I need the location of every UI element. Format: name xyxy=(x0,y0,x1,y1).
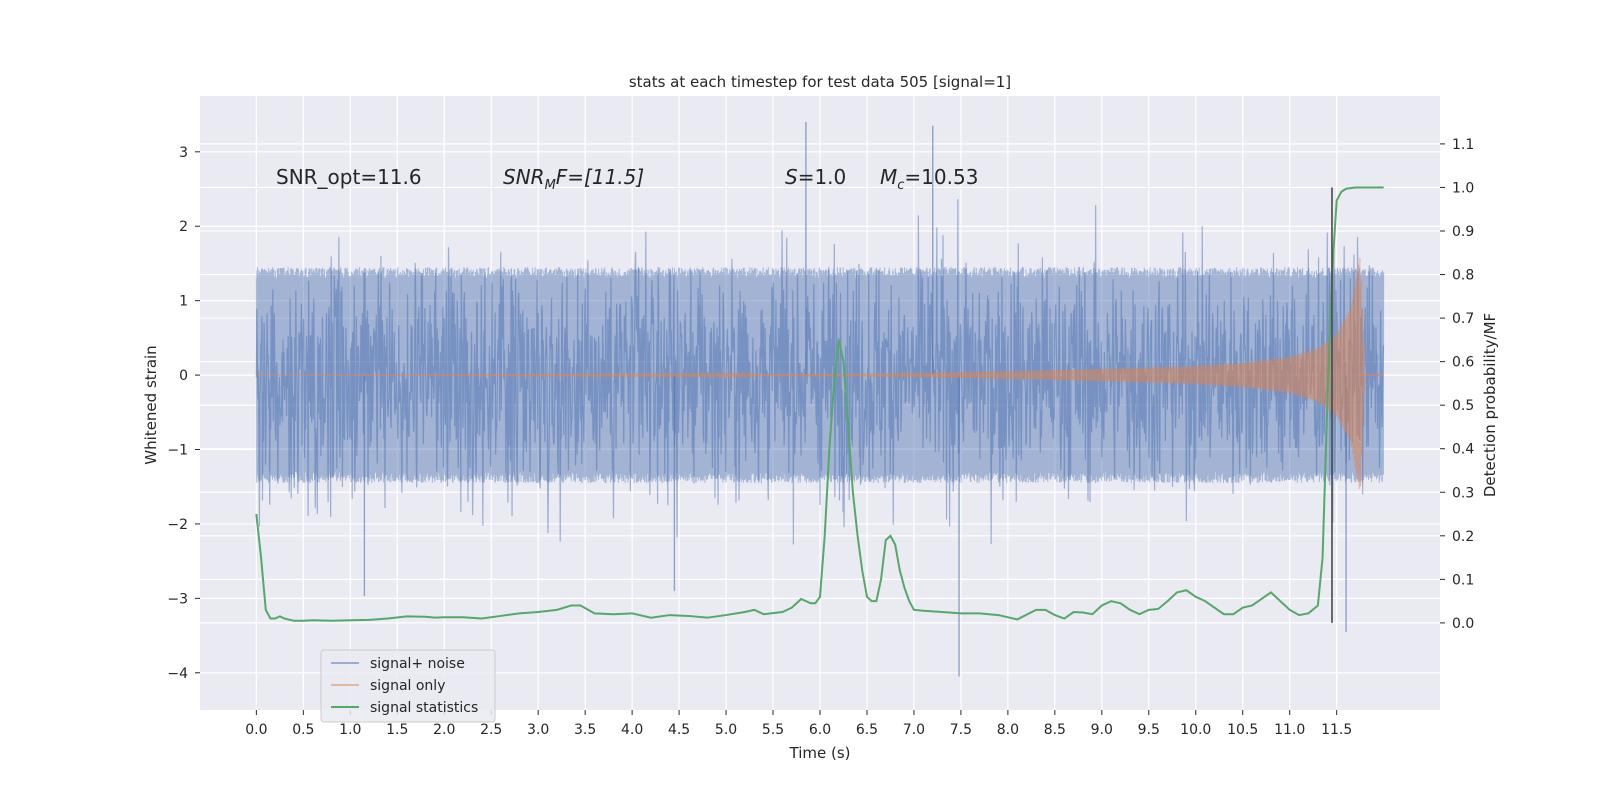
x-tick-label: 3.0 xyxy=(527,722,549,738)
legend-label-signal-noise: signal+ noise xyxy=(370,656,465,672)
x-tick-label: 0.5 xyxy=(292,722,314,738)
y-left-tick-label: −2 xyxy=(167,517,188,533)
y-right-tick-label: 0.2 xyxy=(1452,529,1474,545)
y-left-tick-label: −1 xyxy=(167,443,188,459)
x-tick-label: 11.0 xyxy=(1274,722,1305,738)
y-left-tick-label: −4 xyxy=(167,666,188,682)
legend-frame xyxy=(320,649,496,723)
x-tick-label: 6.5 xyxy=(856,722,878,738)
y-right-tick-label: 0.9 xyxy=(1452,224,1474,240)
x-tick-label: 9.0 xyxy=(1091,722,1113,738)
signal-only-trace xyxy=(256,257,1384,489)
x-tick-label: 8.5 xyxy=(1044,722,1066,738)
y-right-tick-label: 0.8 xyxy=(1452,268,1474,284)
x-tick-label: 4.5 xyxy=(668,722,690,738)
y-right-tick-label: 0.3 xyxy=(1452,485,1474,501)
annotation-s: S=1.0 xyxy=(785,165,846,189)
x-tick-label: 7.0 xyxy=(903,722,925,738)
y-right-tick-label: 0.0 xyxy=(1452,616,1474,632)
annotation-mc: Mc=10.53 xyxy=(880,165,978,193)
y-left-tick-labels: 3 2 1 0 −1 −2 −3 −4 xyxy=(167,145,200,682)
annotation-snr-mf-main: SNR xyxy=(503,165,545,189)
y-right-tick-labels: 1.1 1.0 0.9 0.8 0.7 0.6 0.5 0.4 0.3 0.2 0.1 0.0 xyxy=(1440,137,1474,632)
x-tick-label: 10.5 xyxy=(1227,722,1258,738)
x-tick-label: 1.5 xyxy=(386,722,408,738)
y-right-tick-label: 0.7 xyxy=(1452,311,1474,327)
y-axis-label-left: Whitened strain xyxy=(142,345,160,464)
y-left-tick-label: 2 xyxy=(179,219,188,235)
x-tick-label: 5.0 xyxy=(715,722,737,738)
annotation-s-rest: =1.0 xyxy=(798,165,847,189)
x-axis-label: Time (s) xyxy=(789,744,851,762)
y-right-tick-label: 1.0 xyxy=(1452,180,1474,196)
series-signal-statistics xyxy=(255,186,1384,622)
x-tick-label: 5.5 xyxy=(762,722,784,738)
annotation-snr-opt: SNR_opt=11.6 xyxy=(276,165,422,189)
x-tick-labels: 0.0 0.5 1.0 1.5 2.0 2.5 3.0 3.5 4.0 4.5 5.0 5.5 6.0 6… xyxy=(245,710,1352,738)
y-right-tick-label: 0.6 xyxy=(1452,355,1474,371)
series-signal-only xyxy=(256,257,1384,489)
annotation-snr-mf-rest: F=[11.5] xyxy=(556,165,644,189)
x-tick-label: 2.5 xyxy=(480,722,502,738)
y-left-tick-label: −3 xyxy=(167,591,188,607)
y-left-tick-label: 1 xyxy=(179,294,188,310)
x-tick-label: 11.5 xyxy=(1321,722,1352,738)
y-left-tick-label: 0 xyxy=(179,368,188,384)
chart-title: stats at each timestep for test data 505… xyxy=(629,73,1011,91)
signal-noise-core xyxy=(255,267,1385,484)
x-tick-label: 9.5 xyxy=(1138,722,1160,738)
x-tick-label: 1.0 xyxy=(339,722,361,738)
x-tick-label: 3.5 xyxy=(574,722,596,738)
annotation-snr-mf: SNRMF=[11.5] xyxy=(503,165,644,193)
annotation-mc-main: M xyxy=(880,165,897,189)
x-tick-label: 2.0 xyxy=(433,722,455,738)
legend-label-signal-only: signal only xyxy=(370,678,445,694)
y-right-tick-label: 0.4 xyxy=(1452,442,1474,458)
annotation-snr-mf-sub: M xyxy=(545,178,556,193)
legend-label-signal-statistics: signal statistics xyxy=(370,700,478,716)
x-tick-label: 7.5 xyxy=(950,722,972,738)
series-signal-noise xyxy=(255,122,1385,677)
y-right-tick-label: 1.1 xyxy=(1452,137,1474,153)
y-right-tick-label: 0.5 xyxy=(1452,398,1474,414)
x-tick-label: 6.0 xyxy=(809,722,831,738)
annotation-mc-rest: =10.53 xyxy=(904,165,978,189)
x-tick-label: 0.0 xyxy=(245,722,267,738)
signal-statistics-line xyxy=(255,186,1384,622)
signal-noise-trace xyxy=(255,199,1385,545)
x-tick-label: 8.0 xyxy=(997,722,1019,738)
annotation-s-main: S xyxy=(785,165,798,189)
annotation-mc-sub: c xyxy=(897,178,904,193)
y-left-tick-label: 3 xyxy=(179,145,188,161)
y-axis-label-right: Detection probability/MF xyxy=(1481,313,1499,497)
x-tick-label: 4.0 xyxy=(621,722,643,738)
x-tick-label: 10.0 xyxy=(1180,722,1211,738)
y-right-tick-label: 0.1 xyxy=(1452,572,1474,588)
legend: signal+ noise signal only signal statist… xyxy=(320,649,496,723)
